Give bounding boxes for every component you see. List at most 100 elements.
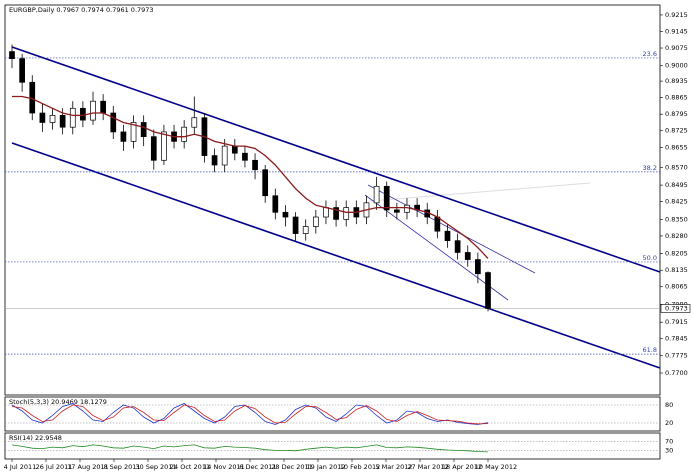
- y-tick-label: 0.8425: [665, 198, 688, 206]
- stoch-signal: [11, 404, 489, 425]
- y-tick-label: 0.8725: [665, 127, 688, 135]
- trend-line: [369, 182, 591, 202]
- channel-lower: [11, 142, 661, 369]
- y-tick-label: 0.7845: [665, 335, 688, 343]
- x-tick-label: 10 Feb 2012: [340, 463, 380, 471]
- candle-body: [252, 159, 258, 171]
- last-price-label: 0.7973: [665, 304, 688, 312]
- inner-channel-lower: [364, 194, 509, 301]
- x-tick-label: 27 Mar 2012: [407, 463, 448, 471]
- x-tick-label: 5 Mar 2012: [375, 463, 412, 471]
- y-tick-label: 0.8135: [665, 266, 688, 274]
- candle-body: [485, 272, 491, 309]
- fib-label: 61.8: [643, 346, 657, 354]
- y-tick-label: 0.8795: [665, 110, 688, 118]
- y-tick-label: 0.8935: [665, 77, 688, 85]
- stoch-main: [11, 403, 489, 425]
- candle-body: [242, 152, 248, 161]
- candle-body: [272, 195, 279, 213]
- candle-body: [404, 204, 410, 213]
- candle-body: [262, 169, 269, 197]
- stoch-title: Stoch(5,3,3) 20.9469 18.1279: [9, 398, 107, 406]
- candle-body: [140, 122, 147, 138]
- x-tick-label: 19 Jan 2012: [307, 463, 346, 471]
- y-tick-label: 0.9215: [665, 11, 688, 19]
- candle-body: [49, 115, 56, 123]
- candle-body: [100, 100, 106, 114]
- y-tick-label: 0.8350: [665, 215, 688, 223]
- x-tick-label: 17 Aug 2011: [67, 463, 109, 471]
- candle-body: [292, 216, 299, 234]
- candle-body: [323, 207, 329, 218]
- y-tick-label: 0.9145: [665, 27, 688, 35]
- rsi-panel: [4, 432, 661, 460]
- candle-body: [80, 107, 86, 121]
- candle-body: [90, 100, 96, 121]
- y-tick-label: 0.8495: [665, 181, 688, 189]
- fib-label: 50.0: [643, 254, 657, 262]
- candle-body: [191, 117, 198, 128]
- y-tick-label: 0.9075: [665, 44, 688, 52]
- candle-body: [150, 136, 157, 161]
- y-tick-label: 0.7700: [665, 369, 688, 377]
- candle-body: [130, 122, 137, 142]
- x-tick-label: 6 Dec 2011: [239, 463, 276, 471]
- inner-channel-upper: [367, 184, 536, 274]
- fib-label: 23.6: [643, 50, 657, 58]
- y-tick-label: 0.7775: [665, 351, 688, 359]
- candle-body: [434, 216, 441, 232]
- y-tick-label: 20: [665, 419, 673, 427]
- y-tick-label: 70: [665, 438, 673, 446]
- candle-body: [444, 230, 451, 242]
- candle-body: [464, 252, 471, 260]
- y-tick-label: 0.8065: [665, 283, 688, 291]
- chart-title: EURGBP,Daily 0.7967 0.7974 0.7961 0.7973: [9, 6, 154, 14]
- moving-average: [12, 95, 489, 259]
- candle-body: [211, 155, 218, 166]
- candle-body: [333, 207, 339, 220]
- candle-body: [9, 51, 15, 60]
- x-tick-label: 30 Sep 2011: [135, 463, 176, 471]
- fib-label: 38.2: [643, 164, 657, 172]
- x-tick-label: 28 Dec 2011: [271, 463, 313, 471]
- x-tick-label: 10 May 2012: [475, 463, 517, 471]
- main-panel: [4, 4, 661, 396]
- y-tick-label: 0.8280: [665, 232, 688, 240]
- candle-body: [454, 240, 461, 253]
- x-tick-label: 4 Jul 2011: [4, 463, 37, 471]
- candle-body: [282, 211, 289, 218]
- candle-body: [69, 107, 76, 128]
- candle-body: [120, 131, 127, 142]
- candle-body: [221, 145, 228, 166]
- candle-body: [383, 185, 390, 211]
- y-tick-label: 0.8570: [665, 163, 688, 171]
- stoch-panel: [4, 396, 661, 432]
- candle-body: [19, 58, 25, 83]
- candle-body: [231, 145, 238, 154]
- y-tick-label: 0.8865: [665, 94, 688, 102]
- rsi-title: RSI(14) 22.9548: [9, 434, 62, 442]
- x-tick-label: 18 Apr 2012: [442, 463, 482, 471]
- rsi-line: [11, 444, 489, 453]
- candle-body: [373, 185, 380, 204]
- x-tick-label: 24 Oct 2011: [170, 463, 210, 471]
- candle-body: [110, 112, 117, 133]
- y-tick-label: 0.9000: [665, 62, 688, 70]
- candle-body: [29, 81, 36, 114]
- y-tick-label: 0.8655: [665, 143, 688, 151]
- candle-body: [394, 209, 400, 213]
- candle-body: [312, 216, 319, 227]
- y-tick-label: 30: [665, 446, 673, 454]
- candle-body: [181, 126, 188, 142]
- candle-body: [475, 259, 481, 275]
- candle-body: [302, 226, 309, 234]
- x-tick-label: 8 Sep 2011: [103, 463, 140, 471]
- last-price-box: [660, 304, 691, 313]
- channel-upper: [11, 46, 661, 273]
- y-tick-label: 80: [665, 401, 673, 409]
- y-tick-label: 0.7915: [665, 318, 688, 326]
- candle-body: [161, 131, 167, 161]
- candle-body: [39, 112, 46, 123]
